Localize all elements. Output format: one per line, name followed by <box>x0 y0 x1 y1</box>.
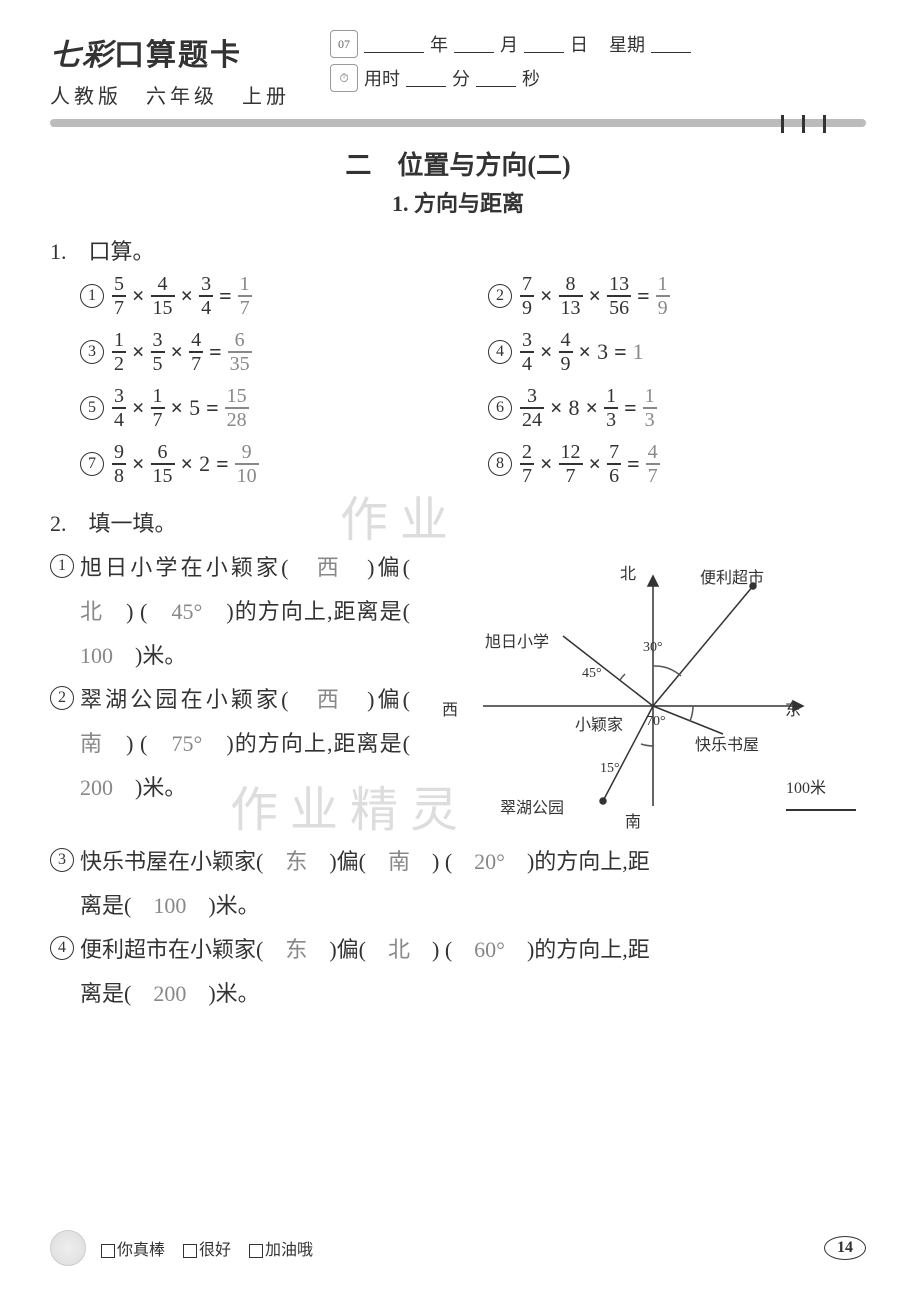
direction-diagram: 北 南 东 西 小颖家 旭日小学 便利超市 快乐书屋 翠湖公园 30° 45° … <box>420 546 866 836</box>
fill-full-items: 3快乐书屋在小颖家( 东 )偏( 南 ) ( 20° )的方向上,距离是( 10… <box>50 840 866 1016</box>
circle-num: 6 <box>488 396 512 420</box>
q1-heading: 1. 口算。 <box>50 234 866 266</box>
section-2: 2. 填一填。 1旭日小学在小颖家( 西 )偏( 北 ) ( 45° )的方向上… <box>50 506 866 1016</box>
label-min: 分 <box>452 65 470 91</box>
problem-3: 312×35×47=635 <box>80 330 458 374</box>
circle-num: 8 <box>488 452 512 476</box>
label-school: 旭日小学 <box>485 628 549 652</box>
circle-num: 7 <box>80 452 104 476</box>
label-north: 北 <box>620 560 636 584</box>
label-weekday: 星期 <box>609 31 645 57</box>
problem-8: 827×127×76=47 <box>488 442 866 486</box>
fill-item-3: 3快乐书屋在小颖家( 东 )偏( 南 ) ( 20° )的方向上,距离是( 10… <box>50 840 866 928</box>
label-day: 日 <box>570 31 588 57</box>
blank-month[interactable] <box>454 35 494 53</box>
problem-2: 279×813×1356=19 <box>488 274 866 318</box>
mascot-icon <box>50 1230 86 1266</box>
problem-1: 157×415×34=17 <box>80 274 458 318</box>
footer-opt-1[interactable]: 你真棒 <box>101 1236 165 1260</box>
blank-day[interactable] <box>524 35 564 53</box>
date-line: 07 年 月 日 星期 <box>330 30 866 58</box>
footer-opt-2[interactable]: 很好 <box>183 1236 231 1260</box>
label-park: 翠湖公园 <box>500 794 564 818</box>
circle-num: 2 <box>488 284 512 308</box>
label-time-prefix: 用时 <box>364 65 400 91</box>
label-east: 东 <box>785 696 801 720</box>
problems-grid: 157×415×34=17 279×813×1356=19 312×35×47=63… <box>50 274 866 486</box>
divider <box>50 119 866 127</box>
fill-item-4: 4便利超市在小颖家( 东 )偏( 北 ) ( 60° )的方向上,距离是( 20… <box>50 928 866 1016</box>
problem-5: 534×17×5=1528 <box>80 386 458 430</box>
label-south: 南 <box>625 808 641 832</box>
page-footer: 你真棒 很好 加油哦 14 <box>50 1230 866 1266</box>
clock-icon: ⏱ <box>330 64 358 92</box>
scale-label: 100米 <box>786 780 826 797</box>
time-line: ⏱ 用时 分 秒 <box>330 64 866 92</box>
scale-bar: 100米 <box>786 774 856 816</box>
circle-num: 1 <box>80 284 104 308</box>
angle-70: 70° <box>646 714 666 730</box>
title-block: 七彩口算题卡 人教版 六年级 上册 <box>50 30 290 109</box>
blank-weekday[interactable] <box>651 35 691 53</box>
angle-30: 30° <box>643 640 663 656</box>
circle-num: 5 <box>80 396 104 420</box>
footer-opt-3[interactable]: 加油哦 <box>249 1236 313 1260</box>
fill-item-2: 2翠湖公园在小颖家( 西 )偏( 南 ) ( 75° )的方向上,距离是( 20… <box>50 678 410 810</box>
fill-left-items: 1旭日小学在小颖家( 西 )偏( 北 ) ( 45° )的方向上,距离是( 10… <box>50 546 410 836</box>
title-main: 口算题卡 <box>114 39 242 72</box>
section-title: 1. 方向与距离 <box>50 186 866 218</box>
fill-wrap: 1旭日小学在小颖家( 西 )偏( 北 ) ( 45° )的方向上,距离是( 10… <box>50 546 866 836</box>
angle-15: 15° <box>600 761 620 777</box>
page-header: 七彩口算题卡 人教版 六年级 上册 07 年 月 日 星期 ⏱ 用时 分 秒 <box>50 30 866 109</box>
header-right: 07 年 月 日 星期 ⏱ 用时 分 秒 <box>330 30 866 98</box>
problem-7: 798×615×2=910 <box>80 442 458 486</box>
calendar-icon: 07 <box>330 30 358 58</box>
label-year: 年 <box>430 31 448 57</box>
subtitle: 人教版 六年级 上册 <box>50 80 290 109</box>
label-sec: 秒 <box>522 65 540 91</box>
q2-heading: 2. 填一填。 <box>50 506 866 538</box>
label-west: 西 <box>442 696 458 720</box>
blank-year[interactable] <box>364 35 424 53</box>
page-number: 14 <box>824 1236 866 1260</box>
blank-sec[interactable] <box>476 69 516 87</box>
label-bookstore: 快乐书屋 <box>695 731 759 755</box>
chapter-title: 二 位置与方向(二) <box>50 145 866 182</box>
label-store: 便利超市 <box>700 564 764 588</box>
title-prefix: 七彩 <box>50 39 114 72</box>
angle-45: 45° <box>582 666 602 682</box>
problem-6: 6324×8×13=13 <box>488 386 866 430</box>
circle-num: 4 <box>488 340 512 364</box>
main-title: 七彩口算题卡 <box>50 30 290 74</box>
label-home: 小颖家 <box>575 711 623 735</box>
blank-min[interactable] <box>406 69 446 87</box>
circle-num: 3 <box>80 340 104 364</box>
problem-4: 434×49×3=1 <box>488 330 866 374</box>
label-month: 月 <box>500 31 518 57</box>
fill-item-1: 1旭日小学在小颖家( 西 )偏( 北 ) ( 45° )的方向上,距离是( 10… <box>50 546 410 678</box>
